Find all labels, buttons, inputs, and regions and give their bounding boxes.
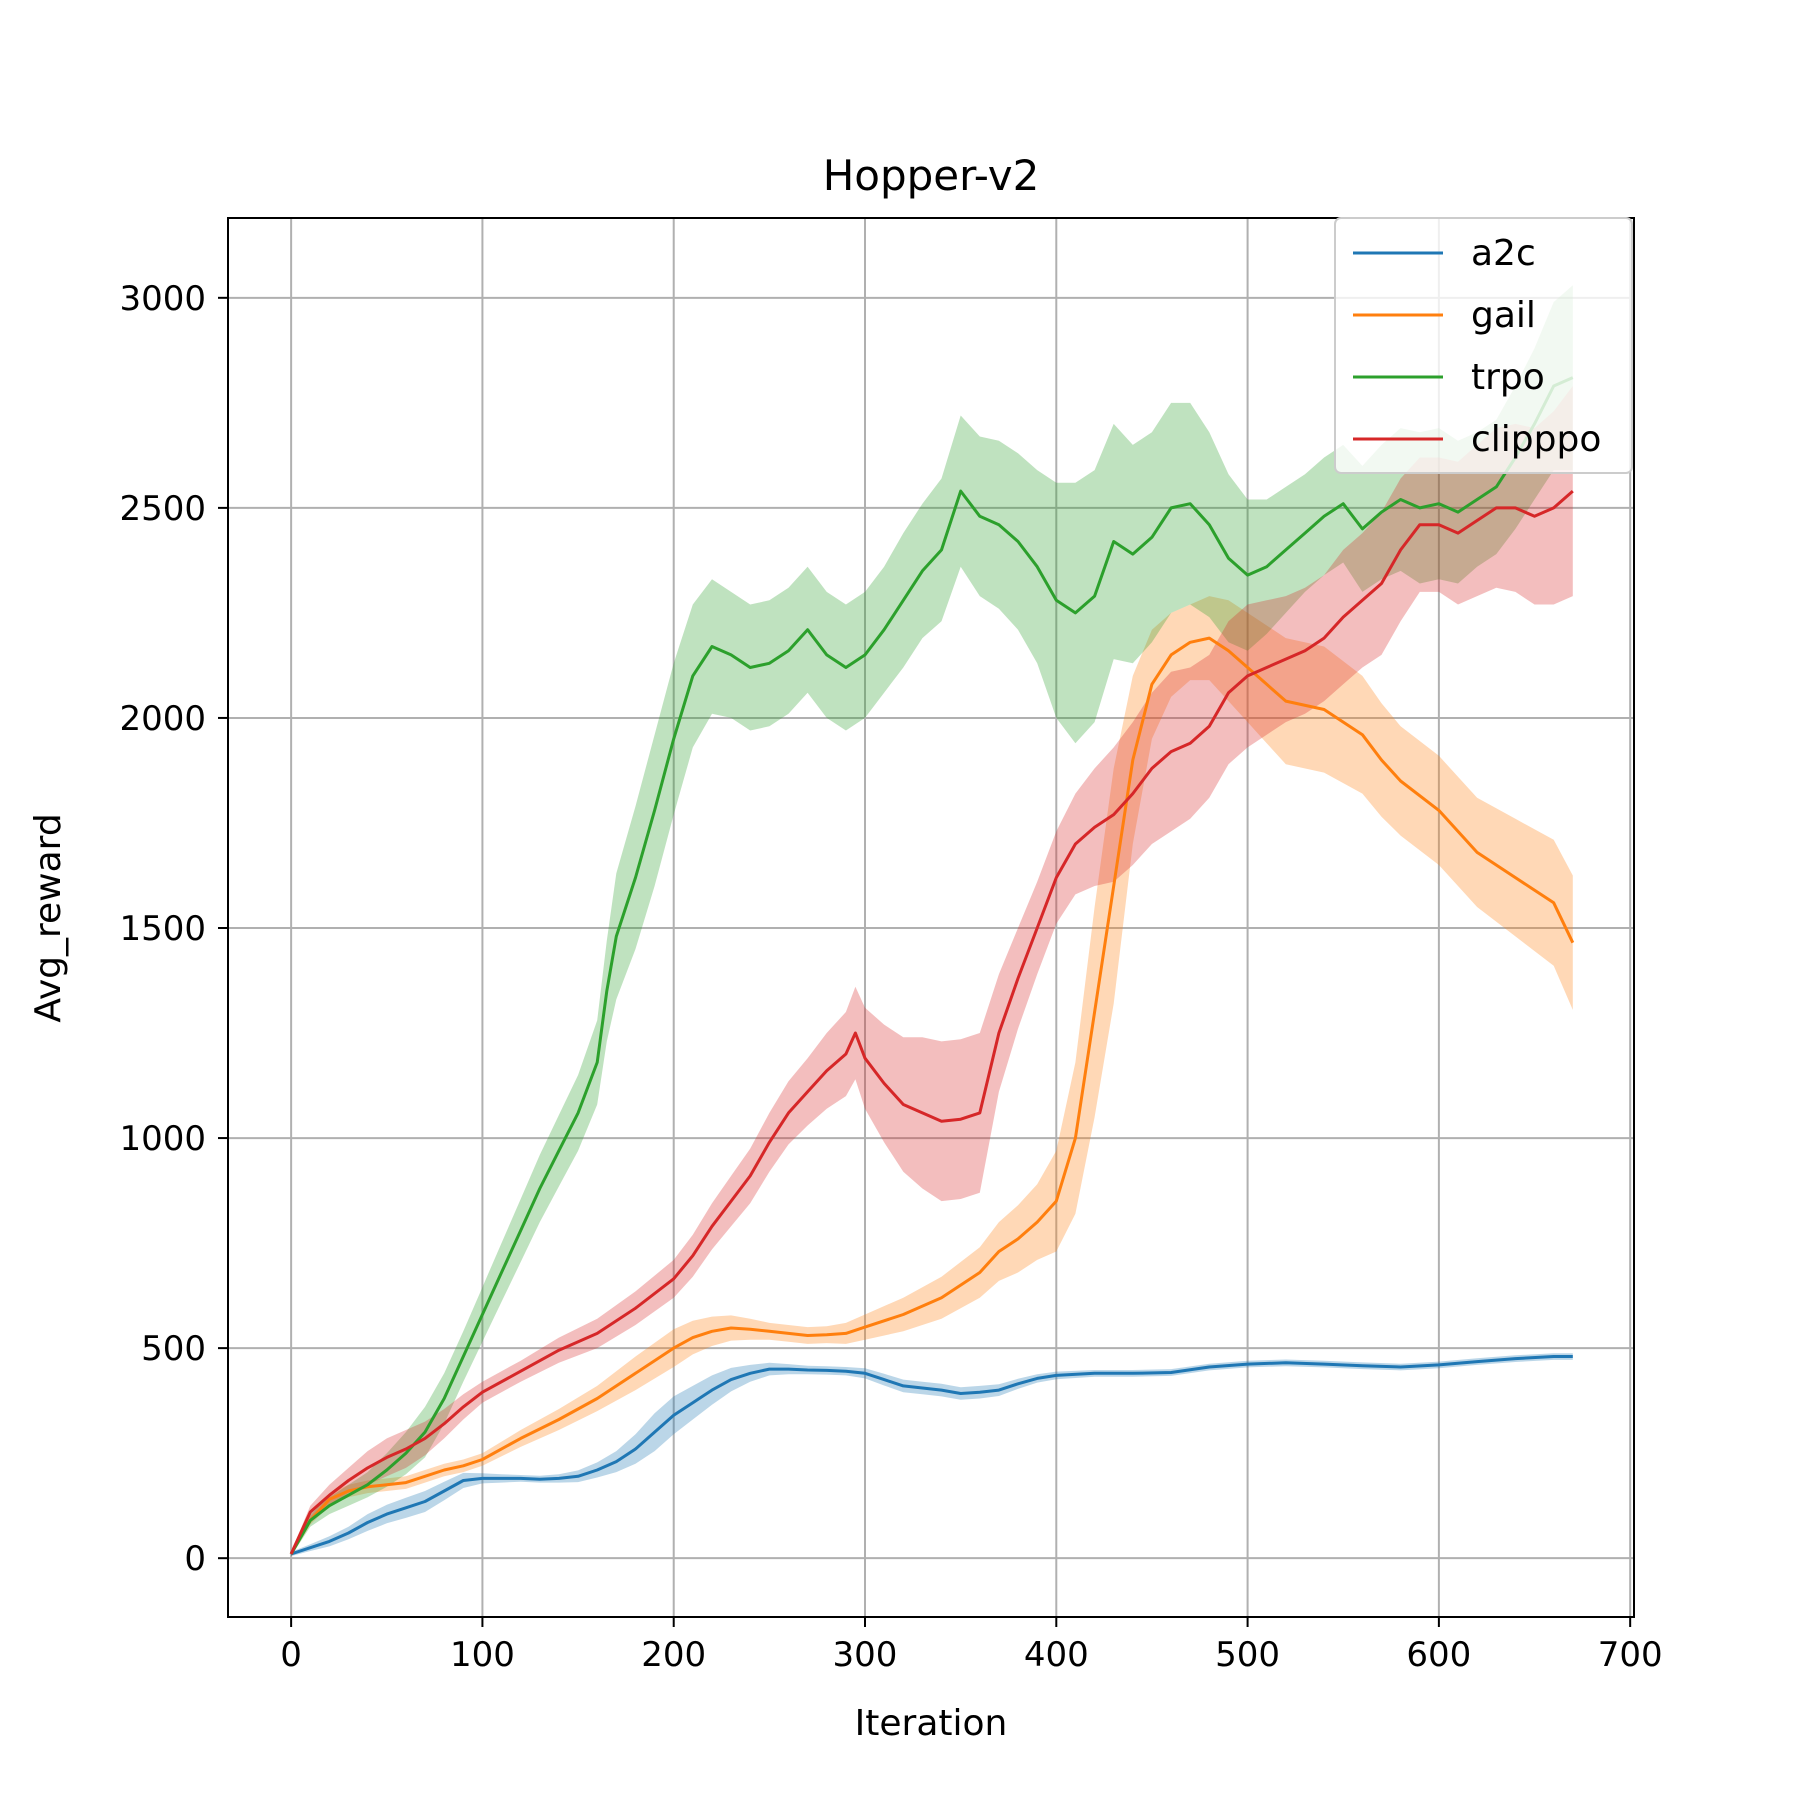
series-lines xyxy=(289,376,1575,1556)
a2c-error-band xyxy=(291,1353,1573,1557)
trpo-legend-label: trpo xyxy=(1471,357,1545,398)
x-tick-label: 0 xyxy=(280,1635,302,1675)
x-tick-label: 200 xyxy=(641,1635,706,1675)
y-tick-label: 2500 xyxy=(119,489,206,529)
trpo-line xyxy=(289,376,1574,1555)
clipppo-legend-label: clipppo xyxy=(1471,419,1601,460)
plot-frame xyxy=(227,217,1635,1618)
a2c-legend-label: a2c xyxy=(1471,233,1536,274)
x-axis-label: Iteration xyxy=(855,1703,1008,1744)
error-bands xyxy=(291,285,1573,1557)
gail-line xyxy=(289,636,1575,1555)
x-tick-label: 700 xyxy=(1598,1635,1663,1675)
gail-legend-label: gail xyxy=(1471,295,1536,336)
y-tick-label: 1000 xyxy=(119,1119,206,1159)
x-tick-label: 600 xyxy=(1406,1635,1471,1675)
x-tick-label: 400 xyxy=(1024,1635,1089,1675)
y-axis-label: Avg_reward xyxy=(28,813,69,1022)
a2c-line xyxy=(290,1355,1573,1556)
x-tick-label: 500 xyxy=(1215,1635,1280,1675)
y-tick-label: 1500 xyxy=(119,909,206,949)
y-tick-label: 0 xyxy=(184,1539,206,1579)
x-axis: 0 100 200 300 400 500 600 700 xyxy=(280,1617,1663,1675)
clipppo-line xyxy=(289,489,1574,1555)
y-tick-label: 3000 xyxy=(119,279,206,319)
legend: a2c gail trpo clipppo xyxy=(1334,217,1633,474)
chart-title: Hopper-v2 xyxy=(823,151,1040,200)
clipppo-error-band xyxy=(291,386,1573,1557)
trpo-error-band xyxy=(291,285,1573,1557)
legend-box xyxy=(1334,217,1633,474)
y-axis: 0 500 1000 1500 2000 2500 3000 xyxy=(119,279,228,1579)
y-tick-label: 2000 xyxy=(119,699,206,739)
x-tick-label: 100 xyxy=(450,1635,515,1675)
x-tick-label: 300 xyxy=(833,1635,898,1675)
grid xyxy=(228,218,1634,1617)
y-tick-label: 500 xyxy=(141,1329,206,1369)
